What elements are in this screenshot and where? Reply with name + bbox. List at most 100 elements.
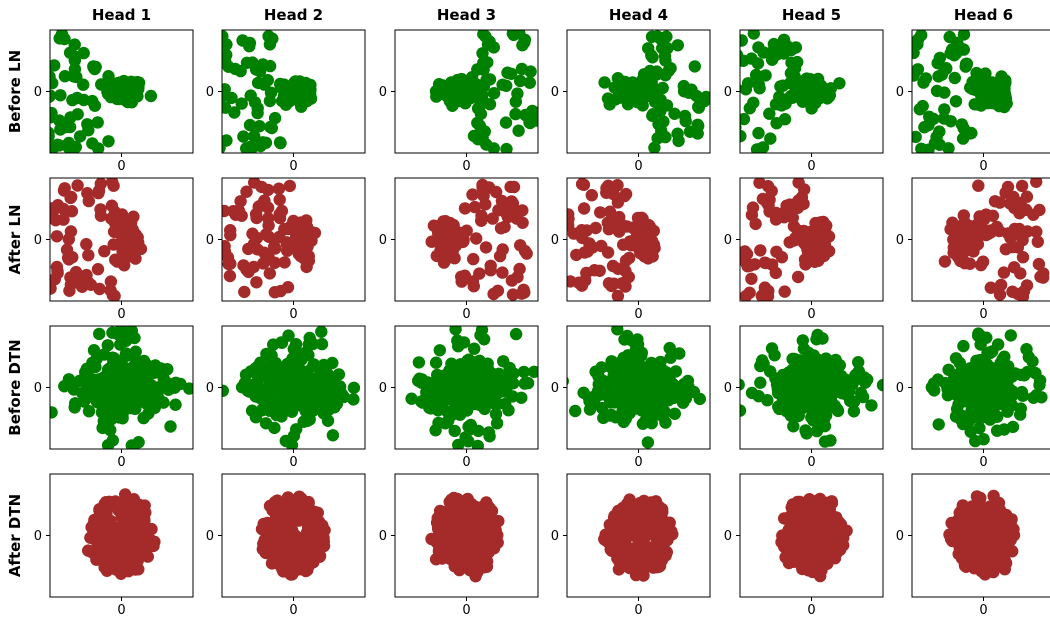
scatter-point [133, 503, 146, 517]
scatter-point [475, 214, 488, 227]
scatter-panel: 00 [34, 473, 194, 618]
scatter-point [688, 60, 701, 73]
scatter-point [86, 137, 99, 150]
scatter-point [740, 404, 747, 417]
scatter-point [487, 287, 500, 301]
scatter-point [486, 385, 499, 399]
scatter-point [248, 96, 262, 109]
scatter-point [957, 30, 971, 41]
scatter-point [121, 540, 134, 553]
scatter-point [148, 388, 161, 401]
scatter-point [611, 289, 625, 301]
scatter-panel: 00 [724, 29, 884, 174]
scatter-point [823, 89, 836, 102]
scatter-point [457, 233, 470, 246]
y-tick-label: 0 [379, 233, 387, 248]
scatter-point [50, 76, 59, 90]
scatter-point [125, 326, 138, 337]
scatter-point [618, 276, 631, 289]
scatter-point [634, 563, 648, 577]
scatter-point [242, 242, 255, 256]
points [405, 326, 538, 449]
x-tick-label: 0 [289, 455, 297, 470]
scatter-point [673, 347, 686, 360]
scatter-point [425, 235, 438, 248]
points [925, 327, 1048, 448]
scatter-point [123, 521, 137, 534]
scatter-point [617, 238, 630, 251]
scatter-point [50, 111, 57, 124]
panels: 0000000000000000000000000000000000000000… [34, 29, 1050, 618]
scatter-point [132, 83, 145, 96]
scatter-point [273, 376, 286, 389]
scatter-point [599, 528, 612, 541]
scatter-point [269, 520, 282, 534]
scatter-point [619, 511, 632, 524]
x-tick-label: 0 [289, 159, 297, 174]
scatter-point [289, 338, 303, 351]
scatter-point [996, 355, 1009, 368]
scatter-point [752, 41, 765, 54]
scatter-point [222, 30, 229, 43]
scatter-point [811, 542, 825, 556]
scatter-point [816, 332, 829, 345]
scatter-point [421, 376, 434, 389]
scatter-point [493, 249, 507, 263]
scatter-point [939, 62, 953, 75]
scatter-panel: 00 [34, 325, 194, 470]
scatter-point [631, 333, 644, 346]
scatter-point [486, 367, 500, 381]
x-tick-label: 0 [462, 603, 470, 618]
scatter-point [982, 227, 996, 240]
scatter-point [973, 421, 986, 435]
scatter-point [740, 112, 751, 126]
scatter-point [260, 228, 273, 242]
scatter-point [155, 363, 169, 376]
scatter-point [439, 417, 452, 430]
scatter-point [844, 394, 857, 408]
scatter-point [73, 374, 86, 387]
scatter-point [61, 251, 75, 264]
scatter-point [930, 84, 944, 98]
scatter-point [634, 540, 647, 553]
scatter-point [222, 96, 226, 108]
scatter-point [448, 550, 461, 563]
scatter-point [116, 245, 129, 258]
scatter-point [974, 528, 988, 542]
scatter-point [487, 87, 501, 100]
scatter-point [63, 377, 77, 390]
scatter-point [981, 401, 995, 414]
scatter-point [64, 111, 77, 124]
scatter-point [124, 348, 137, 362]
scatter-point [747, 96, 760, 110]
scatter-point [990, 424, 1004, 437]
y-tick-label: 0 [379, 85, 387, 100]
scatter-point [473, 512, 486, 525]
scatter-point [474, 98, 488, 111]
scatter-point [654, 355, 667, 369]
scatter-point [285, 496, 298, 509]
scatter-point [502, 404, 515, 417]
scatter-point [789, 41, 803, 54]
scatter-point [973, 494, 986, 507]
scatter-point [466, 188, 479, 201]
scatter-point [481, 505, 494, 518]
scatter-point [769, 372, 782, 385]
scatter-point [984, 281, 997, 294]
points [567, 178, 661, 301]
y-tick-label: 0 [34, 381, 42, 396]
scatter-point [483, 35, 496, 48]
scatter-point [594, 206, 607, 219]
scatter-point [1004, 329, 1017, 342]
scatter-point [283, 540, 296, 554]
scatter-point [516, 39, 529, 52]
scatter-point [945, 516, 958, 530]
scatter-point [104, 275, 118, 288]
scatter-point [773, 90, 786, 104]
scatter-point [273, 77, 287, 91]
scatter-point [94, 209, 108, 222]
scatter-point [663, 341, 676, 355]
scatter-point [123, 236, 137, 250]
scatter-point [405, 392, 418, 405]
scatter-point [283, 179, 296, 193]
